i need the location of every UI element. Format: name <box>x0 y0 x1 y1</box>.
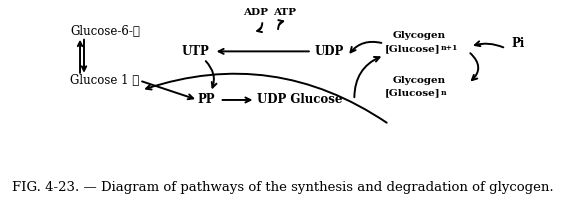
Text: ADP: ADP <box>243 8 268 17</box>
Text: Glycogen: Glycogen <box>392 31 445 40</box>
Text: n+1: n+1 <box>441 45 458 52</box>
Text: UDP Glucose: UDP Glucose <box>257 93 343 107</box>
Text: UTP: UTP <box>182 45 210 58</box>
Text: FIG. 4-23. — Diagram of pathways of the synthesis and degradation of glycogen.: FIG. 4-23. — Diagram of pathways of the … <box>12 181 553 194</box>
Text: Glucose 1 Ⓟ: Glucose 1 Ⓟ <box>70 74 139 87</box>
Text: Pi: Pi <box>511 37 525 50</box>
Text: [Glucose]: [Glucose] <box>385 44 441 53</box>
Text: UDP: UDP <box>315 45 344 58</box>
Text: ATP: ATP <box>274 8 297 17</box>
Text: PP: PP <box>197 93 214 107</box>
Text: Glucose-6-Ⓟ: Glucose-6-Ⓟ <box>70 25 140 38</box>
Text: Glycogen: Glycogen <box>392 76 445 85</box>
Text: [Glucose]: [Glucose] <box>385 89 441 98</box>
Text: n: n <box>441 89 446 97</box>
